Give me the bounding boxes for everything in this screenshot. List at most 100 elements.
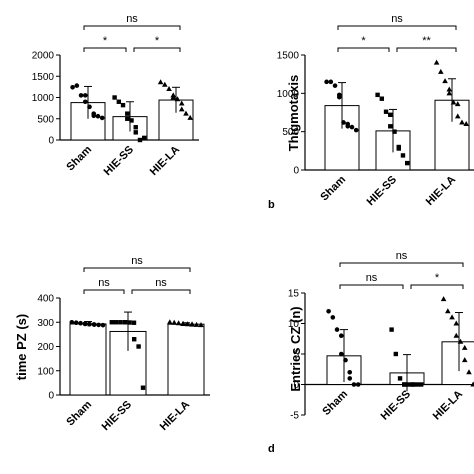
data-point: [449, 314, 455, 320]
data-point: [330, 315, 336, 320]
chart-panel-4: -5 0 5 10 15 Sham HIE-SS HIE-LA ns * ns Entries CZ …: [268, 250, 474, 455]
data-point: [341, 120, 346, 125]
data-point: [183, 110, 189, 116]
significance-label: ns: [98, 277, 110, 289]
data-point: [133, 125, 138, 130]
significance-label: ns: [391, 13, 403, 25]
data-point: [351, 382, 357, 387]
data-point: [445, 308, 451, 314]
data-point: [389, 327, 394, 332]
data-point: [392, 129, 397, 134]
data-point: [461, 357, 468, 363]
y-axis-title: Entries CZ (n): [288, 306, 303, 391]
y-axis-title: Thigmotaxis: [286, 75, 301, 152]
data-point: [118, 320, 123, 325]
data-point: [82, 93, 88, 98]
data-point: [99, 115, 105, 121]
significance-bracket: [337, 25, 457, 30]
significance-label: *: [155, 35, 160, 47]
data-point: [95, 113, 101, 119]
data-point: [457, 338, 464, 344]
y-tick-label: 0: [48, 391, 54, 402]
data-point: [100, 322, 106, 328]
data-point: [78, 320, 83, 326]
data-point: [379, 96, 385, 101]
data-point: [132, 337, 137, 342]
data-point: [140, 385, 146, 390]
data-point: [129, 118, 134, 123]
data-point: [400, 153, 406, 158]
data-point: [170, 94, 177, 100]
category-label: HIE-SS: [379, 388, 413, 422]
data-point: [82, 99, 88, 105]
significance-label: **: [422, 35, 431, 47]
category-label: HIE-LA: [158, 399, 192, 433]
significance-label: ns: [366, 272, 378, 284]
significance-label: *: [361, 35, 366, 47]
data-point: [338, 333, 344, 339]
data-point: [174, 96, 181, 102]
y-tick-label: 300: [37, 318, 54, 329]
category-label: Sham: [320, 388, 350, 418]
significance-bracket: [83, 25, 181, 30]
significance-bracket: [131, 289, 191, 294]
data-point: [137, 137, 143, 143]
data-point: [347, 376, 353, 381]
data-point: [433, 59, 440, 65]
category-label: Sham: [318, 173, 348, 203]
data-point: [116, 99, 122, 104]
panel-label: b: [268, 199, 275, 211]
significance-bracket: [83, 289, 125, 294]
significance-bracket: [339, 262, 464, 267]
data-point: [96, 322, 101, 328]
data-point: [355, 382, 361, 387]
significance-label: ns: [126, 13, 138, 25]
data-point: [157, 79, 164, 85]
data-point: [112, 95, 117, 100]
data-point: [178, 100, 185, 106]
panel-label: d: [268, 443, 275, 455]
data-point: [388, 124, 393, 129]
data-point: [463, 121, 469, 126]
y-tick-label: 1000: [277, 89, 300, 100]
data-point: [133, 130, 138, 135]
significance-label: ns: [396, 250, 408, 262]
category-label: Sham: [64, 143, 94, 173]
data-point: [162, 81, 168, 87]
significance-bracket: [339, 284, 404, 289]
category-label: HIE-SS: [365, 174, 399, 208]
data-point: [383, 109, 389, 114]
bar-hie-la: [441, 341, 474, 385]
data-point: [136, 344, 141, 349]
data-point: [91, 322, 97, 327]
y-tick-label: -5: [290, 411, 299, 422]
y-tick-label: 10: [288, 319, 300, 330]
data-point: [87, 321, 92, 327]
significance-bracket: [133, 47, 181, 52]
data-point: [334, 327, 340, 332]
data-point: [328, 79, 334, 85]
data-point: [470, 381, 474, 387]
y-tick-label: 400: [37, 294, 54, 305]
data-point: [87, 104, 92, 110]
y-tick-label: 500: [282, 127, 299, 138]
data-point: [450, 99, 457, 105]
y-tick-label: 1500: [32, 72, 55, 83]
data-point: [375, 92, 380, 98]
y-tick-label: 100: [37, 366, 54, 377]
data-point: [454, 113, 461, 119]
data-point: [189, 321, 195, 327]
significance-label: ns: [155, 277, 167, 289]
data-point: [142, 135, 147, 141]
data-point: [406, 382, 411, 387]
data-point: [324, 79, 329, 85]
category-label: HIE-LA: [148, 144, 182, 178]
data-point: [193, 321, 200, 327]
data-point: [70, 85, 75, 90]
data-point: [454, 101, 461, 107]
data-point: [396, 146, 401, 151]
data-point: [466, 369, 472, 375]
